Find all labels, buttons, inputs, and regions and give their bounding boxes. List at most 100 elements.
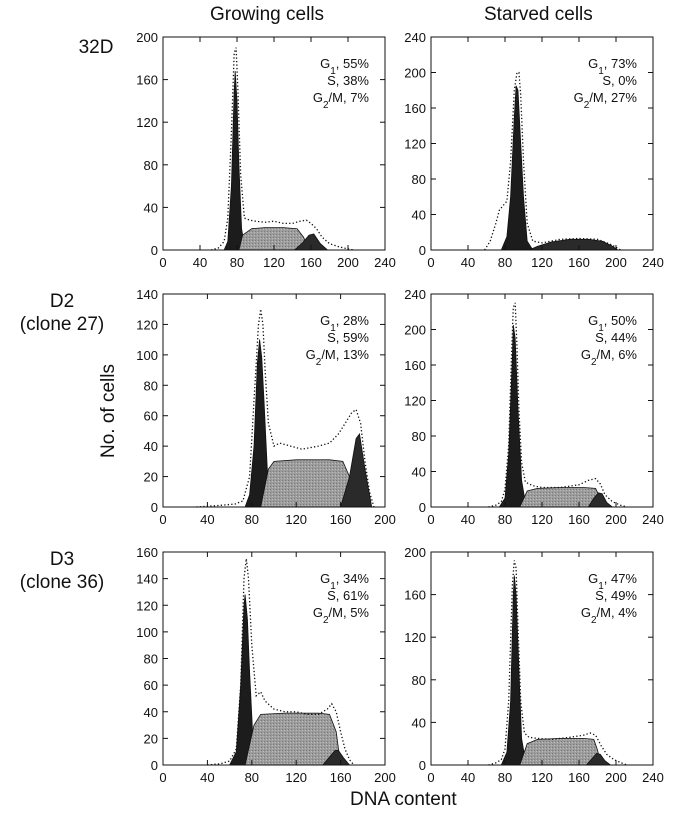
y-tick-label: 20 (144, 470, 158, 485)
x-tick-label: 80 (498, 770, 512, 785)
column-header-starved: Starved cells (484, 4, 593, 25)
series-area-s (519, 738, 602, 766)
y-tick-label: 120 (136, 598, 158, 613)
y-tick-label: 160 (404, 358, 426, 373)
x-tick-label: 240 (642, 255, 664, 270)
phase-annotation: S, 38% (327, 73, 369, 88)
x-tick-label: 120 (531, 255, 553, 270)
y-tick-label: 0 (419, 758, 426, 773)
x-tick-label: 120 (531, 770, 553, 785)
y-tick-label: 120 (404, 137, 426, 152)
x-tick-label: 200 (605, 255, 627, 270)
y-tick-label: 40 (412, 715, 426, 730)
y-tick-label: 160 (404, 588, 426, 603)
x-tick-label: 240 (642, 770, 664, 785)
x-tick-label: 0 (427, 512, 434, 527)
x-tick-label: 120 (285, 770, 307, 785)
x-tick-label: 0 (427, 255, 434, 270)
x-tick-label: 40 (461, 512, 475, 527)
x-tick-label: 40 (461, 255, 475, 270)
x-tick-label: 40 (193, 255, 207, 270)
x-tick-label: 80 (245, 512, 259, 527)
phase-annotation: G2/M, 7% (313, 90, 370, 111)
y-tick-label: 200 (404, 323, 426, 338)
y-tick-label: 100 (136, 348, 158, 363)
phase-annotation: G1, 34% (320, 571, 369, 592)
series-area-g1 (223, 71, 249, 251)
x-tick-label: 160 (568, 255, 590, 270)
x-tick-label: 80 (230, 255, 244, 270)
phase-annotation: G2/M, 27% (574, 90, 638, 111)
y-tick-label: 0 (419, 243, 426, 258)
x-tick-label: 0 (159, 255, 166, 270)
y-tick-label: 80 (144, 652, 158, 667)
y-tick-label: 160 (404, 101, 426, 116)
x-tick-label: 40 (200, 512, 214, 527)
x-tick-label: 160 (330, 512, 352, 527)
x-tick-label: 160 (330, 770, 352, 785)
y-tick-label: 200 (404, 66, 426, 81)
y-tick-label: 60 (144, 409, 158, 424)
phase-annotation: S, 0% (602, 73, 637, 88)
phase-annotation: G2/M, 13% (306, 347, 370, 368)
x-tick-label: 120 (285, 512, 307, 527)
series-area-s (260, 459, 355, 508)
row-name: D3 (49, 549, 75, 570)
y-tick-label: 0 (151, 243, 158, 258)
y-tick-label: 20 (144, 731, 158, 746)
y-tick-label: 160 (136, 73, 158, 88)
y-tick-label: 40 (144, 439, 158, 454)
y-tick-label: 240 (404, 287, 426, 302)
x-tick-label: 80 (498, 512, 512, 527)
phase-annotation: G2/M, 5% (313, 605, 370, 626)
series-data-trace (484, 71, 621, 251)
y-tick-label: 120 (404, 630, 426, 645)
x-tick-label: 0 (159, 512, 166, 527)
x-tick-label: 40 (200, 770, 214, 785)
histogram-panel: 0 40 80 120 160 200 240 0 40 80 120 160 200 G1, 55%S,… (136, 30, 396, 270)
phase-annotation: G2/M, 4% (581, 605, 638, 626)
x-tick-label: 80 (498, 255, 512, 270)
histogram-panel: 0 40 80 120 160 200 0 20 40 60 80 100 120 140 G1, 28%S… (136, 287, 396, 527)
row-label-32d: 32D (66, 36, 126, 59)
y-tick-label: 80 (412, 172, 426, 187)
x-tick-label: 0 (159, 770, 166, 785)
x-tick-label: 200 (337, 255, 359, 270)
y-tick-label: 200 (136, 30, 158, 45)
phase-annotation: S, 59% (327, 330, 369, 345)
y-tick-label: 100 (136, 625, 158, 640)
x-tick-label: 40 (461, 770, 475, 785)
x-tick-label: 120 (263, 255, 285, 270)
row-sub: (clone 36) (19, 572, 105, 593)
y-tick-label: 40 (144, 705, 158, 720)
phase-annotation: G2/M, 6% (581, 347, 638, 368)
row-name: 32D (78, 37, 114, 58)
y-tick-label: 40 (412, 208, 426, 223)
column-header-growing: Growing cells (210, 4, 325, 25)
histogram-panel: 0 40 80 120 160 200 240 0 40 80 120 160 200 240 G1, 73… (404, 30, 664, 270)
x-tick-label: 160 (568, 770, 590, 785)
x-tick-label: 160 (300, 255, 322, 270)
row-label-d3: D3 (clone 36) (4, 548, 120, 594)
series-area-g1 (500, 85, 534, 251)
row-sub: (clone 27) (19, 314, 105, 335)
x-tick-label: 80 (245, 770, 259, 785)
phase-annotation: G1, 47% (588, 571, 637, 592)
phase-annotation: G1, 50% (588, 313, 637, 334)
y-tick-label: 0 (419, 500, 426, 515)
plot-frame (162, 293, 386, 508)
y-tick-label: 0 (151, 500, 158, 515)
series-data-trace (488, 560, 628, 766)
histogram-panel: 0 40 80 120 160 200 240 0 40 80 120 160 200 G1, 47%S,… (404, 545, 664, 785)
y-tick-label: 40 (412, 465, 426, 480)
y-tick-label: 140 (136, 287, 158, 302)
y-tick-label: 120 (136, 115, 158, 130)
y-tick-label: 200 (404, 545, 426, 560)
x-tick-label: 200 (605, 512, 627, 527)
y-tick-label: 80 (144, 378, 158, 393)
histogram-panel: 0 40 80 120 160 200 0 20 40 60 80 100 120 140 160 G1, 3… (136, 545, 396, 785)
phase-annotation: G1, 73% (588, 56, 637, 77)
y-tick-label: 80 (144, 158, 158, 173)
series-area-g2m (587, 492, 614, 508)
